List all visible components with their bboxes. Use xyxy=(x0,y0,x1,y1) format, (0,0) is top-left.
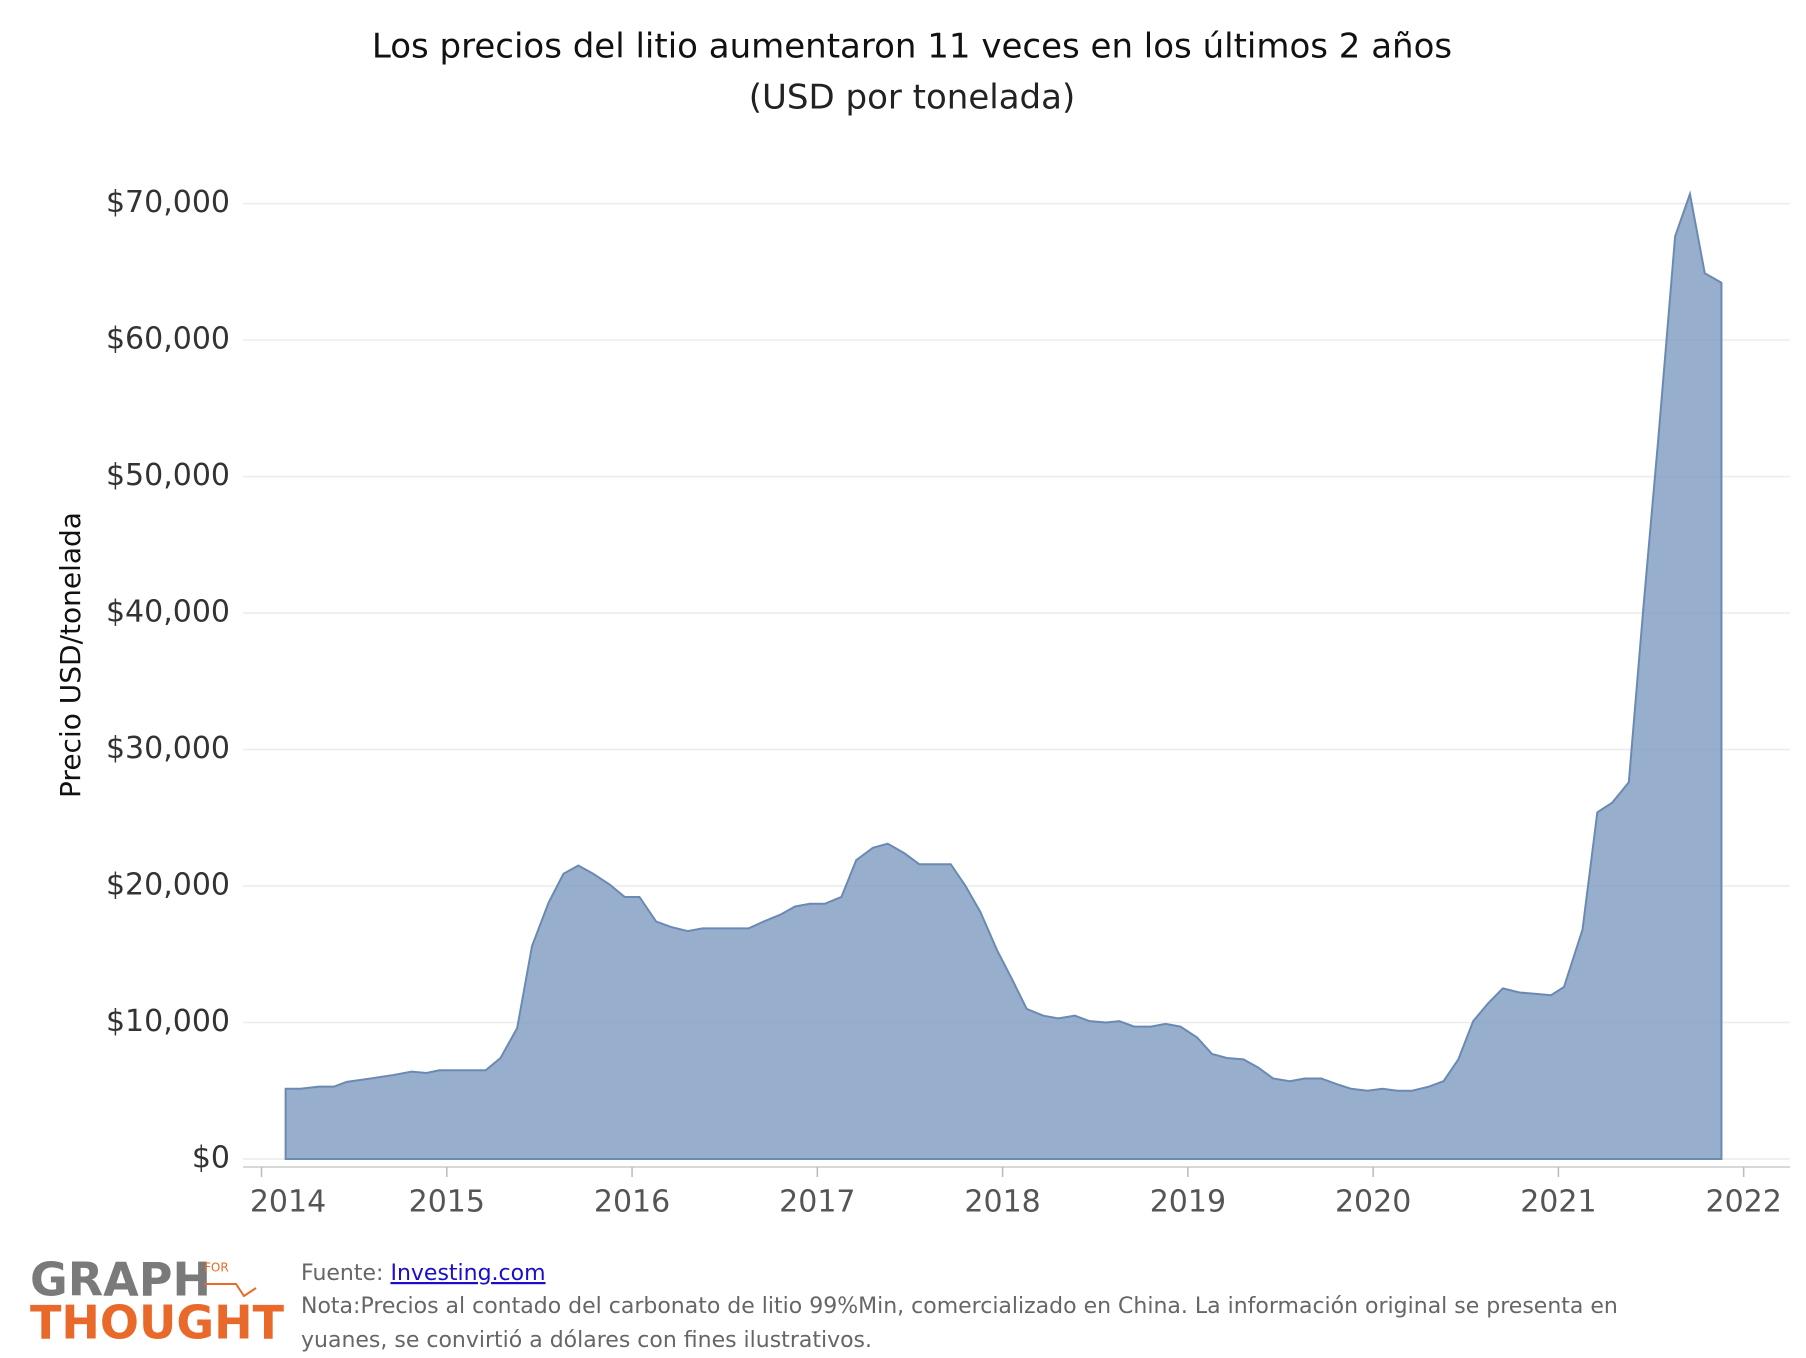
source-sep: : xyxy=(376,1261,390,1286)
footer-note: Nota:Precios al contado del carbonato de… xyxy=(301,1294,1618,1319)
logo-text: GRAPH xyxy=(30,1253,211,1307)
y-tick-label: $0 xyxy=(192,1141,230,1176)
footer-note: yuanes, se convirtió a dólares con fines… xyxy=(301,1328,872,1353)
y-tick-label: $60,000 xyxy=(106,322,230,357)
chart-title: Los precios del litio aumentaron 11 vece… xyxy=(372,27,1452,67)
y-tick-label: $20,000 xyxy=(106,868,230,903)
x-tick-label: 2022 xyxy=(1706,1185,1782,1220)
x-tick-label: 2018 xyxy=(964,1185,1040,1220)
source-label: Fuente xyxy=(301,1261,376,1286)
logo: GRAPH FOR THOUGHT xyxy=(30,1253,285,1350)
y-axis-label: Precio USD/tonelada xyxy=(54,512,87,798)
logo-text: THOUGHT xyxy=(30,1296,285,1350)
x-tick-label: 2017 xyxy=(779,1185,855,1220)
logo-icon xyxy=(204,1283,257,1298)
y-tick-label: $40,000 xyxy=(106,595,230,630)
area-outline xyxy=(284,190,1723,1160)
source-link[interactable]: Investing.com xyxy=(390,1261,545,1286)
x-tick-label: 2015 xyxy=(409,1185,485,1220)
x-tick-label: 2016 xyxy=(594,1185,670,1220)
logo-small: FOR xyxy=(204,1261,229,1275)
x-tick-label: 2014 xyxy=(250,1185,326,1220)
area xyxy=(285,194,1722,1160)
x-tick-label: 2019 xyxy=(1150,1185,1226,1220)
x-tick-label: 2021 xyxy=(1520,1185,1596,1220)
note-label: Nota xyxy=(301,1294,353,1319)
note-text: :Precios al contado del carbonato de lit… xyxy=(353,1294,1618,1319)
footer-source: Fuente: Investing.com xyxy=(301,1261,546,1286)
y-tick-label: $30,000 xyxy=(106,731,230,766)
y-tick-label: $70,000 xyxy=(106,185,230,220)
x-tick-label: 2020 xyxy=(1335,1185,1411,1220)
y-tick-label: $10,000 xyxy=(106,1004,230,1039)
chart-subtitle: (USD por tonelada) xyxy=(749,78,1075,118)
y-tick-label: $50,000 xyxy=(106,458,230,493)
